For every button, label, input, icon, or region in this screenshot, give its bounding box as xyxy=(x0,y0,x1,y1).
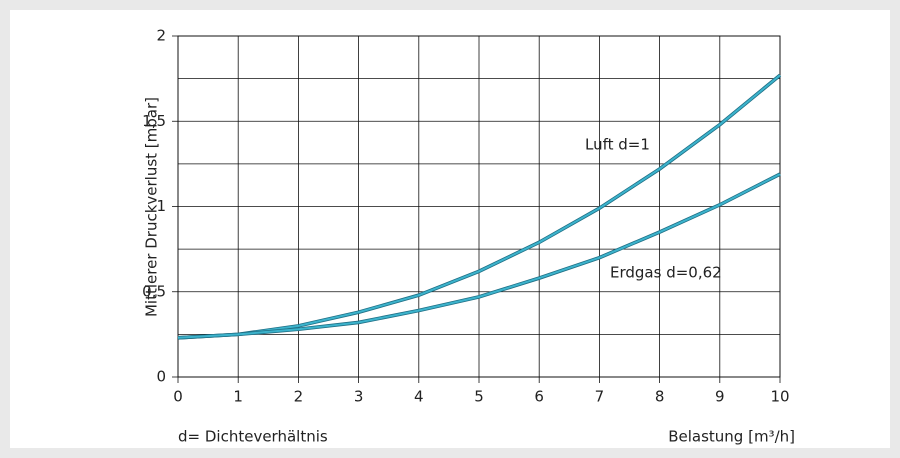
x-tick-label: 10 xyxy=(770,388,789,406)
x-tick-label: 7 xyxy=(595,388,605,406)
series-line xyxy=(177,74,781,339)
x-tick-label: 5 xyxy=(474,388,484,406)
y-axis-label: Mittlerer Druckverlust [mbar] xyxy=(143,97,161,317)
y-tick-label: 1,5 xyxy=(142,112,166,130)
x-tick-label: 8 xyxy=(655,388,665,406)
x-tick-label: 1 xyxy=(233,388,243,406)
series-label: Erdgas d=0,62 xyxy=(610,264,722,282)
footnote: d= Dichteverhältnis xyxy=(178,428,328,446)
x-tick-label: 4 xyxy=(414,388,424,406)
x-tick-label: 9 xyxy=(715,388,725,406)
x-tick-label: 6 xyxy=(534,388,544,406)
x-tick-label: 3 xyxy=(354,388,364,406)
series-label: Luft d=1 xyxy=(585,136,650,154)
series-line xyxy=(177,173,781,339)
y-tick-label: 2 xyxy=(156,27,166,45)
y-tick-label: 1 xyxy=(156,197,166,215)
panel xyxy=(10,10,890,448)
x-tick-label: 0 xyxy=(173,388,183,406)
x-axis-label: Belastung [m³/h] xyxy=(668,428,795,446)
y-tick-label: 0,5 xyxy=(142,282,166,300)
y-tick-label: 0 xyxy=(156,368,166,386)
x-tick-label: 2 xyxy=(294,388,304,406)
